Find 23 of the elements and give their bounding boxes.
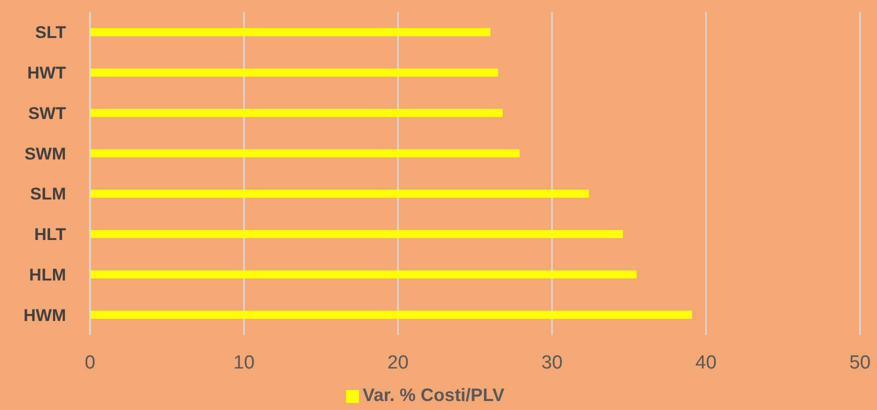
x-tick-label: 0 — [84, 352, 96, 374]
bar — [90, 149, 520, 158]
bar — [90, 270, 637, 278]
bar — [90, 230, 623, 238]
y-tick-label: HLM — [29, 265, 66, 284]
y-tick-label: HWM — [24, 306, 66, 325]
y-tick-label: SWM — [24, 144, 66, 164]
bar — [90, 68, 498, 77]
x-tick-label: 40 — [695, 352, 717, 374]
y-tick-label: SLM — [30, 184, 66, 204]
bar — [90, 108, 503, 117]
legend-label: Var. % Costi/PLV — [362, 385, 504, 405]
y-tick-label: SWT — [28, 104, 67, 123]
x-tick-label: 30 — [541, 352, 563, 374]
bar — [90, 190, 589, 198]
x-tick-label: 10 — [233, 352, 255, 374]
y-tick-label: HWT — [27, 64, 67, 83]
bar — [90, 28, 490, 36]
y-tick-label: SLT — [35, 23, 67, 42]
x-tick-label: 50 — [849, 352, 871, 374]
bar — [90, 310, 692, 319]
y-tick-label: HLT — [34, 225, 67, 244]
x-tick-label: 20 — [387, 352, 409, 374]
